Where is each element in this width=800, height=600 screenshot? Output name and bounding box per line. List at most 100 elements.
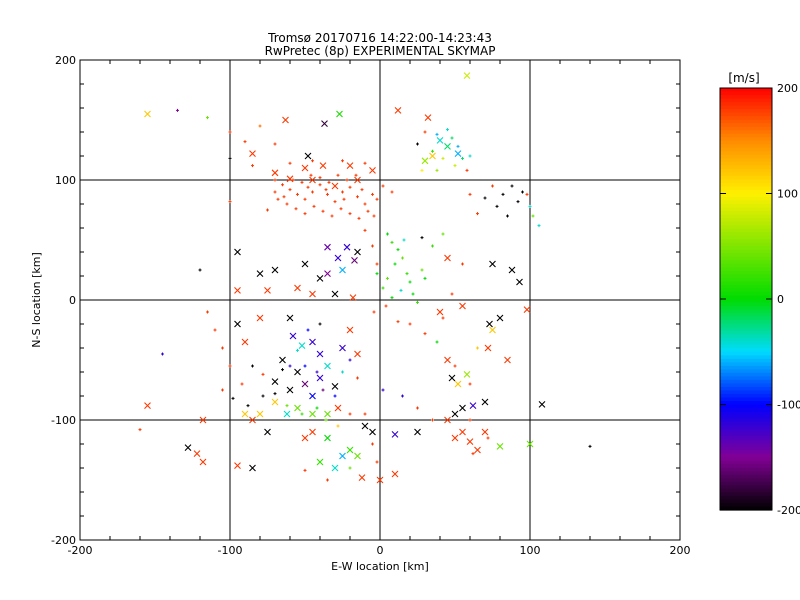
- colorbar-segment: [720, 306, 772, 311]
- data-point-cross: [444, 416, 451, 424]
- data-point-cross: [294, 284, 301, 292]
- colorbar-segment: [720, 390, 772, 395]
- data-point-cross: [331, 182, 339, 190]
- colorbar-segment: [720, 379, 772, 384]
- data-point-cross: [489, 260, 496, 268]
- data-point-cross: [271, 266, 279, 274]
- colorbar-segment: [720, 161, 772, 166]
- data-point-cross: [538, 401, 546, 408]
- colorbar-tick-label: 200: [777, 82, 798, 95]
- data-point-cross: [144, 402, 151, 409]
- data-point-plus: [375, 197, 379, 201]
- data-point-cross: [331, 464, 339, 472]
- data-point-cross: [309, 176, 316, 184]
- colorbar-tick-label: -200: [777, 504, 800, 517]
- colorbar-segment: [720, 481, 772, 486]
- colorbar-segment: [720, 467, 772, 472]
- colorbar-segment: [720, 499, 772, 504]
- colorbar-segment: [720, 284, 772, 290]
- data-point-cross: [369, 428, 376, 436]
- data-point-cross: [324, 270, 331, 277]
- colorbar-segment: [720, 386, 772, 392]
- colorbar-segment: [720, 418, 772, 423]
- colorbar-segment: [720, 182, 772, 188]
- colorbar-segment: [720, 341, 772, 346]
- colorbar-segment: [720, 299, 772, 304]
- data-point-plus: [288, 188, 292, 192]
- data-point-cross: [256, 410, 264, 418]
- data-point-cross: [486, 320, 493, 328]
- colorbar-segment: [720, 154, 772, 159]
- data-point-plus: [341, 190, 344, 194]
- colorbar-segment: [720, 323, 772, 328]
- data-point-plus: [296, 192, 299, 196]
- data-point-cross: [316, 374, 324, 382]
- data-point-plus: [336, 424, 340, 428]
- data-point-cross: [448, 374, 456, 382]
- colorbar-segment: [720, 453, 772, 458]
- colorbar-segment: [720, 119, 772, 124]
- data-point-plus: [348, 185, 352, 189]
- x-tick-label: 0: [377, 544, 384, 557]
- data-point-plus: [486, 436, 490, 440]
- data-point-plus: [423, 130, 427, 134]
- colorbar-segment: [720, 327, 772, 332]
- data-point-plus: [327, 180, 331, 184]
- colorbar-segment: [720, 88, 772, 93]
- data-point-cross: [309, 338, 316, 346]
- data-point-plus: [384, 304, 388, 308]
- data-point-plus: [450, 292, 454, 296]
- data-point-plus: [468, 382, 472, 386]
- data-point-cross: [298, 342, 306, 349]
- colorbar-segment: [720, 316, 772, 321]
- colorbar-unit-label: [m/s]: [728, 71, 759, 85]
- data-point-plus: [258, 124, 262, 128]
- data-point-cross: [454, 150, 462, 157]
- data-point-cross: [354, 350, 361, 358]
- data-point-cross: [496, 314, 504, 322]
- data-point-cross: [309, 392, 316, 400]
- data-point-plus: [420, 168, 424, 172]
- data-point-plus: [381, 184, 385, 188]
- colorbar-segment: [720, 383, 772, 388]
- data-point-cross: [451, 410, 459, 418]
- data-point-cross: [354, 176, 361, 184]
- colorbar-segment: [720, 228, 772, 233]
- data-point-cross: [349, 294, 357, 301]
- data-point-plus: [528, 204, 532, 208]
- data-point-plus: [348, 412, 352, 416]
- data-point-plus: [420, 236, 424, 240]
- data-point-cross: [304, 152, 312, 160]
- data-point-plus: [402, 238, 406, 242]
- data-point-cross: [436, 308, 444, 316]
- data-point-plus: [381, 286, 385, 290]
- data-point-plus: [324, 188, 328, 192]
- data-point-plus: [309, 173, 313, 177]
- colorbar-segment: [720, 246, 772, 251]
- data-point-cross: [249, 150, 256, 157]
- colorbar-segment: [720, 239, 772, 244]
- colorbar-segment: [720, 411, 772, 416]
- data-point-plus: [411, 292, 415, 296]
- data-point-plus: [435, 340, 439, 344]
- data-point-plus: [231, 396, 235, 400]
- data-point-plus: [371, 192, 374, 196]
- data-point-plus: [311, 159, 314, 163]
- data-point-plus: [261, 394, 265, 398]
- data-point-plus: [324, 418, 328, 422]
- data-point-plus: [456, 144, 460, 148]
- data-point-plus: [416, 300, 419, 304]
- data-point-plus: [386, 232, 389, 236]
- colorbar-segment: [720, 116, 772, 121]
- data-point-plus: [276, 197, 280, 201]
- colorbar-segment: [720, 288, 772, 293]
- data-point-cross: [324, 410, 331, 418]
- colorbar-segment: [720, 200, 772, 205]
- data-point-cross: [283, 410, 291, 418]
- x-axis-label: E-W location [km]: [331, 560, 429, 573]
- colorbar-segment: [720, 320, 772, 325]
- x-tick-label: 100: [520, 544, 541, 557]
- data-point-plus: [221, 388, 224, 392]
- data-point-cross: [391, 431, 399, 438]
